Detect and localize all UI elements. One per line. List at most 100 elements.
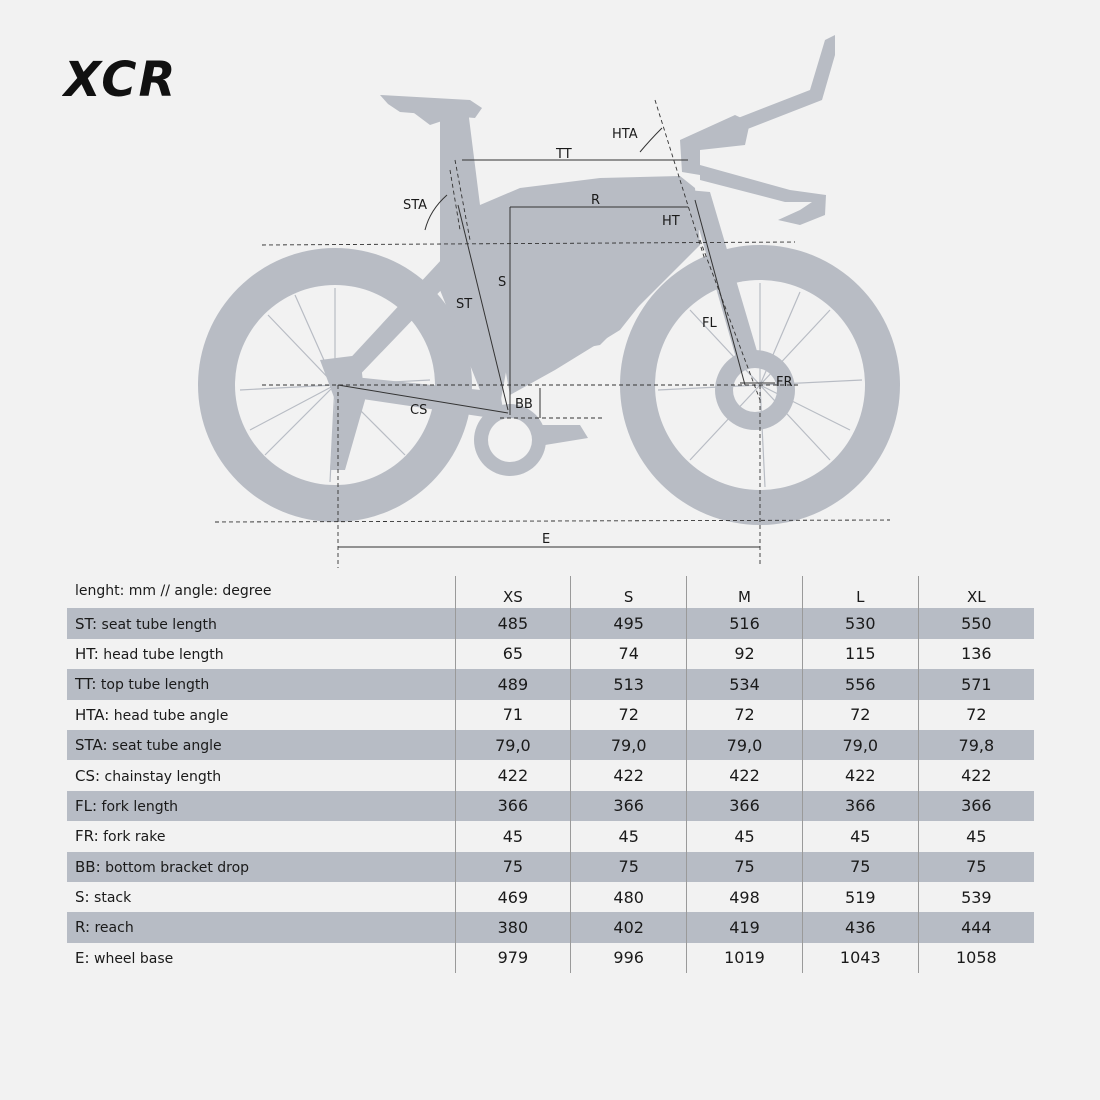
size-header-s: S [570,576,687,609]
cell-value: 516 [686,608,803,639]
table-row: TT: top tube length 489 513 534 556 571 [67,669,1034,700]
cell-value: 979 [454,942,571,974]
label-s: S [498,275,506,290]
row-abbreviation: TT [75,675,92,694]
row-abbreviation: STA [75,736,103,755]
row-description: fork rake [98,829,166,846]
label-bb: BB [515,397,533,412]
cell-value: 45 [570,821,687,852]
label-ht: HT [662,214,680,229]
row-description: seat tube angle [107,738,222,755]
row-label: BB: bottom bracket drop [67,851,455,882]
cell-value: 366 [686,790,803,822]
label-sta: STA [403,198,427,213]
cell-value: 45 [686,821,803,852]
cell-value: 366 [917,790,1034,822]
row-description: head tube length [98,646,224,663]
size-header-xl: XL [917,576,1034,609]
cell-value: 436 [801,912,919,943]
cell-value: 79,8 [917,729,1034,761]
row-description: chainstay length [100,768,222,785]
cell-value: 72 [570,699,687,730]
cell-value: 480 [570,881,687,913]
size-header-xs: XS [454,576,571,609]
cell-value: 422 [454,760,571,791]
measurement-lines [337,127,775,548]
row-abbreviation: ST [75,614,93,633]
cell-value: 1043 [801,942,919,974]
cell-value: 71 [454,699,571,730]
row-description: reach [90,920,134,937]
row-abbreviation: FL [75,796,92,815]
cell-value: 1019 [686,942,803,974]
cell-value: 74 [570,638,687,670]
table-row: E: wheel base 979 996 1019 1043 1058 [67,942,1034,974]
cell-value: 79,0 [686,729,803,761]
row-label: ST: seat tube length [67,608,455,639]
cell-value: 72 [686,699,803,730]
row-abbreviation: BB [75,857,96,876]
cell-value: 75 [801,851,919,882]
table-row: S: stack 469 480 498 519 539 [67,881,1034,913]
cell-value: 92 [686,638,803,670]
row-description: seat tube length [97,616,217,633]
cell-value: 513 [570,669,687,700]
cell-value: 75 [686,851,803,882]
row-abbreviation: CS [75,766,95,785]
cell-value: 136 [917,638,1034,670]
label-cs: CS [410,403,427,418]
cell-value: 419 [686,912,803,943]
cell-value: 79,0 [570,729,687,761]
bike-silhouette [198,35,900,525]
row-label: S: stack [75,888,132,907]
cell-value: 380 [454,912,571,943]
cell-value: 571 [917,669,1034,700]
label-e: E [542,532,550,547]
table-row: CS: chainstay length 422 422 422 422 422 [67,760,1034,791]
cell-value: 422 [917,760,1034,791]
row-abbreviation: FR [75,827,94,846]
size-header-m: M [686,576,803,609]
row-abbreviation: S [75,888,85,907]
table-row: R: reach 380 402 419 436 444 [67,912,1034,943]
geometry-diagram: TT HTA STA R HT S ST FL FR CS BB E [198,35,900,568]
cell-value: 45 [801,821,919,852]
cell-value: 519 [801,881,919,913]
cell-value: 45 [917,821,1034,852]
row-abbreviation: R [75,918,85,937]
cell-value: 550 [917,608,1034,639]
cell-value: 1058 [917,942,1034,974]
cell-value: 539 [917,881,1034,913]
table-row: ST: seat tube length 485 495 516 530 550 [67,608,1034,639]
cell-value: 366 [801,790,919,822]
geometry-table: lenght: mm // angle: degree XS S M L XL … [67,576,1034,974]
table-row: HT: head tube length 65 74 92 115 136 [67,638,1034,670]
row-label: HT: head tube length [75,644,224,663]
cell-value: 366 [454,790,571,822]
cell-value: 79,0 [454,729,571,761]
cell-value: 115 [801,638,919,670]
row-label: STA: seat tube angle [67,729,455,761]
cell-value: 75 [570,851,687,882]
table-row: STA: seat tube angle 79,0 79,0 79,0 79,0 79,8 [67,729,1034,761]
table-row: BB: bottom bracket drop 75 75 75 75 75 [67,851,1034,882]
reference-lines [214,99,891,568]
cell-value: 530 [801,608,919,639]
cell-value: 422 [686,760,803,791]
label-fl: FL [702,316,717,331]
cell-value: 996 [570,942,687,974]
row-label: TT: top tube length [67,669,455,700]
row-label: R: reach [67,912,455,943]
cell-value: 45 [454,821,571,852]
cell-value: 489 [454,669,571,700]
label-hta: HTA [612,127,638,142]
brand-logo: XCR [62,52,175,108]
cell-value: 556 [801,669,919,700]
label-fr: FR [776,375,793,390]
row-label: FR: fork rake [75,827,166,846]
cell-value: 72 [917,699,1034,730]
cell-value: 495 [570,608,687,639]
cell-value: 534 [686,669,803,700]
cell-value: 485 [454,608,571,639]
table-row: HTA: head tube angle 71 72 72 72 72 [67,699,1034,730]
